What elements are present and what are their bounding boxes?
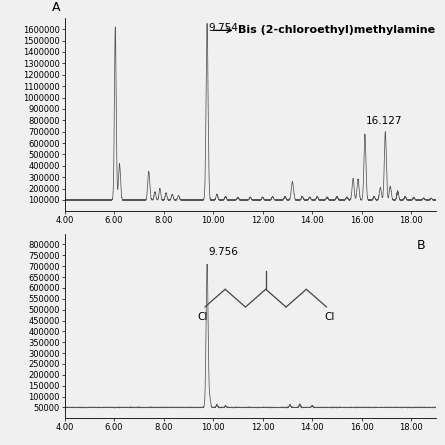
Text: 9.756: 9.756 (208, 247, 238, 257)
Text: Cl: Cl (197, 312, 207, 321)
Text: A: A (53, 1, 61, 14)
Text: B: B (417, 239, 425, 252)
Text: Cl: Cl (324, 312, 334, 321)
Text: Bis (2-chloroethyl)methylamine: Bis (2-chloroethyl)methylamine (238, 25, 435, 36)
Text: 16.127: 16.127 (366, 116, 403, 126)
Text: 9.754: 9.754 (208, 23, 238, 32)
